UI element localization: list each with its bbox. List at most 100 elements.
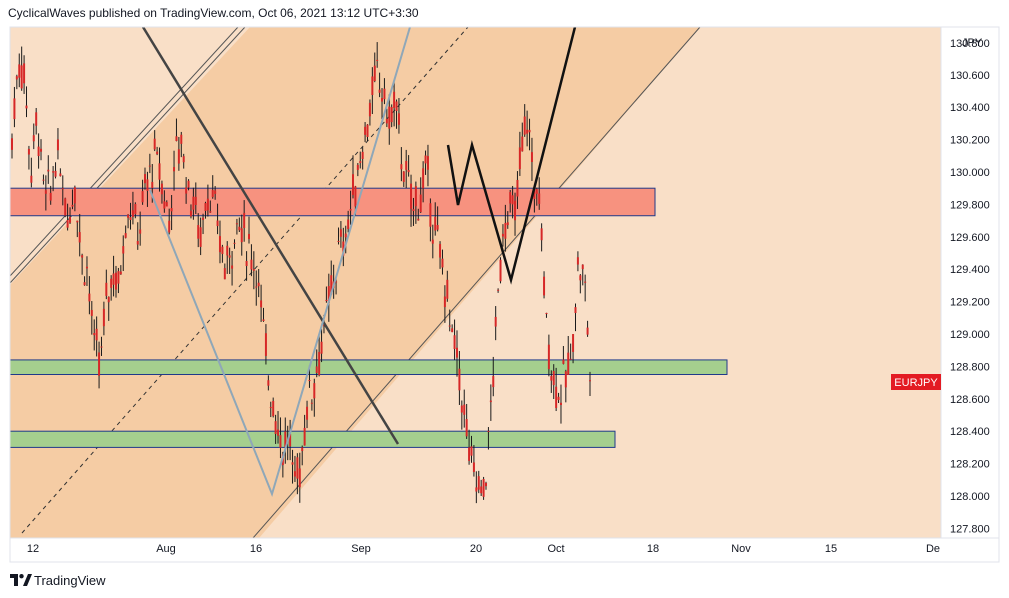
candle-body	[119, 271, 122, 275]
price-tick-label: 129.200	[950, 297, 990, 309]
candle-body	[185, 187, 188, 194]
candle-body	[397, 113, 400, 125]
price-tick-label: 129.000	[950, 329, 990, 341]
candle-body	[431, 239, 434, 244]
projected-wave-path	[446, 27, 577, 285]
candle-body	[308, 380, 311, 382]
candle-body	[559, 402, 562, 406]
symbol-badge-background	[891, 374, 941, 390]
candle-body	[156, 151, 159, 155]
support-zone-lower[interactable]	[10, 430, 616, 448]
price-tick-label: 130.200	[950, 135, 990, 147]
candle-body	[526, 129, 529, 134]
price-tick-label: 130.400	[950, 102, 990, 114]
candle-body	[562, 359, 565, 364]
candle-body	[158, 163, 161, 180]
candle-body	[209, 211, 212, 213]
candle-body	[32, 135, 35, 142]
candle-body	[112, 273, 115, 285]
candle-body	[211, 190, 214, 198]
candle-body	[293, 471, 296, 477]
candle-body	[422, 168, 425, 189]
candle-body	[574, 307, 577, 314]
candle-body	[98, 352, 101, 376]
candle-body	[170, 208, 173, 212]
price-tick-label: 128.000	[950, 491, 990, 503]
resistance-zone[interactable]	[10, 187, 656, 217]
time-tick-label: Sep	[351, 543, 371, 555]
candle-body	[468, 447, 471, 461]
candle-body	[344, 233, 347, 238]
candle-body	[412, 209, 415, 211]
candle-body	[192, 196, 195, 210]
candle-body	[168, 220, 171, 233]
candle-body	[330, 275, 333, 295]
price-tick-label: 129.800	[950, 199, 990, 211]
candle-body	[35, 112, 38, 126]
price-tick-label: 129.400	[950, 264, 990, 276]
candle-body	[366, 124, 369, 137]
candle-body	[407, 170, 410, 173]
candle-body	[93, 333, 96, 336]
candle-body	[139, 229, 142, 234]
time-tick-label: 18	[647, 543, 659, 555]
candle-body	[117, 271, 120, 284]
candle-body	[228, 255, 231, 258]
candle-body	[371, 76, 374, 95]
candle-body	[52, 171, 55, 173]
candle-body	[506, 222, 509, 226]
candle-body	[202, 217, 205, 220]
candle-body	[218, 236, 221, 253]
ascending-channel-fill	[10, 27, 700, 538]
price-tick-labels: 130.600 130.400 130.200 130.000 129.800 129.6…	[950, 70, 990, 536]
candle-body	[516, 179, 519, 197]
time-tick-label: Nov	[731, 543, 751, 555]
candle-body	[470, 446, 473, 456]
candle-body	[105, 282, 108, 296]
candle-body	[446, 279, 449, 299]
candle-body	[564, 371, 567, 388]
candle-body	[66, 220, 69, 228]
candle-body	[497, 289, 500, 291]
candle-body	[245, 260, 248, 267]
support-zone-upper[interactable]	[10, 359, 728, 376]
candle-body	[248, 233, 251, 240]
candle-body	[231, 265, 234, 269]
candle-body	[494, 316, 497, 327]
candle-body	[197, 225, 200, 239]
candle-body	[487, 430, 490, 432]
candle-body	[25, 105, 28, 109]
candle-body	[274, 421, 277, 435]
price-tick-label: 128.600	[950, 394, 990, 406]
time-axis-background	[10, 538, 941, 562]
candle-body	[509, 192, 512, 204]
candle-body	[480, 486, 483, 494]
candle-body	[233, 242, 236, 244]
candle-body	[364, 126, 367, 135]
candle-body	[356, 164, 359, 170]
candle-body	[385, 118, 388, 124]
candle-body	[569, 358, 572, 360]
candle-body	[199, 227, 202, 247]
candle-body	[530, 152, 533, 162]
tradingview-logo-icon	[10, 574, 32, 586]
descending-trendline	[141, 27, 400, 445]
tradingview-logo[interactable]: TradingView	[10, 572, 106, 588]
candle-body	[451, 328, 454, 333]
candle-body	[342, 241, 345, 256]
candle-body	[279, 435, 282, 448]
candle-body	[100, 346, 103, 348]
candle-body	[187, 180, 190, 188]
candle-body	[383, 88, 386, 100]
candle-body	[584, 281, 587, 283]
candle-body	[221, 246, 224, 255]
candle-body	[325, 299, 328, 301]
candle-body	[175, 136, 178, 141]
candle-body	[37, 146, 40, 157]
price-tick-label: 127.800	[950, 523, 990, 535]
candle-body	[434, 216, 437, 231]
candle-body	[301, 447, 304, 452]
candle-body	[88, 293, 91, 302]
symbol-badge[interactable]: EURJPY	[894, 377, 938, 389]
